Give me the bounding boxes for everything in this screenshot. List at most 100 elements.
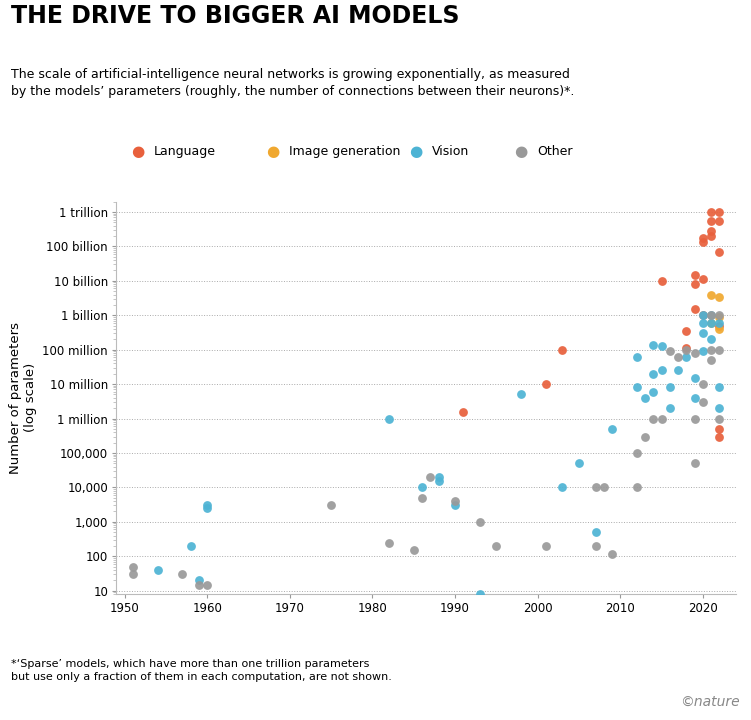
- Point: [689, 392, 701, 403]
- Text: ●: ●: [514, 144, 528, 158]
- Point: [449, 495, 461, 507]
- Point: [713, 206, 725, 217]
- Point: [713, 246, 725, 258]
- Point: [705, 310, 717, 321]
- Point: [193, 575, 205, 586]
- Point: [705, 317, 717, 328]
- Point: [656, 364, 668, 376]
- Point: [383, 537, 395, 549]
- Point: [705, 344, 717, 356]
- Point: [127, 561, 139, 572]
- Point: [424, 472, 436, 483]
- Point: [474, 516, 486, 528]
- Point: [631, 382, 643, 393]
- Point: [656, 275, 668, 287]
- Point: [664, 382, 676, 393]
- Point: [540, 378, 552, 390]
- Point: [457, 407, 469, 418]
- Point: [408, 544, 420, 556]
- Point: [606, 423, 618, 435]
- Point: [449, 500, 461, 511]
- Text: The scale of artificial-intelligence neural networks is growing exponentially, a: The scale of artificial-intelligence neu…: [11, 68, 575, 99]
- Point: [705, 354, 717, 366]
- Point: [713, 431, 725, 442]
- Point: [697, 317, 709, 328]
- Point: [705, 206, 717, 217]
- Point: [416, 482, 428, 493]
- Point: [631, 482, 643, 493]
- Point: [697, 396, 709, 408]
- Point: [515, 389, 527, 400]
- Point: [705, 310, 717, 321]
- Point: [490, 540, 502, 552]
- Point: [713, 323, 725, 335]
- Point: [590, 540, 602, 552]
- Point: [383, 413, 395, 424]
- Point: [689, 347, 701, 359]
- Text: *‘Sparse’ models, which have more than one trillion parameters
but use only a fr: *‘Sparse’ models, which have more than o…: [11, 659, 392, 682]
- Point: [689, 457, 701, 469]
- Text: Language: Language: [154, 145, 216, 158]
- Point: [705, 225, 717, 237]
- Point: [201, 503, 213, 514]
- Point: [680, 344, 692, 356]
- Point: [416, 492, 428, 503]
- Point: [672, 364, 684, 376]
- Point: [713, 215, 725, 227]
- Point: [152, 564, 164, 576]
- Point: [697, 233, 709, 244]
- Point: [474, 588, 486, 600]
- Point: [598, 482, 610, 493]
- Point: [664, 402, 676, 414]
- Point: [556, 344, 569, 356]
- Point: [647, 339, 659, 351]
- Point: [713, 317, 725, 328]
- Point: [176, 569, 189, 580]
- Point: [540, 540, 552, 552]
- Point: [713, 310, 725, 321]
- Y-axis label: Number of parameters
(log scale): Number of parameters (log scale): [9, 322, 37, 474]
- Point: [639, 392, 651, 403]
- Point: [697, 310, 709, 321]
- Point: [713, 291, 725, 302]
- Point: [193, 579, 205, 590]
- Point: [697, 236, 709, 248]
- Point: [689, 303, 701, 315]
- Point: [689, 372, 701, 384]
- Point: [713, 344, 725, 356]
- Point: [647, 413, 659, 424]
- Point: [680, 351, 692, 363]
- Point: [713, 423, 725, 435]
- Point: [689, 279, 701, 290]
- Text: Image generation: Image generation: [289, 145, 400, 158]
- Point: [647, 368, 659, 379]
- Point: [590, 482, 602, 493]
- Point: [689, 413, 701, 424]
- Point: [127, 569, 139, 580]
- Point: [639, 431, 651, 442]
- Point: [656, 340, 668, 351]
- Text: Vision: Vision: [432, 145, 469, 158]
- Point: [556, 482, 569, 493]
- Point: [647, 386, 659, 397]
- Text: ●: ●: [131, 144, 145, 158]
- Text: ●: ●: [409, 144, 423, 158]
- Point: [590, 526, 602, 538]
- Point: [713, 402, 725, 414]
- Point: [705, 230, 717, 242]
- Text: Other: Other: [537, 145, 572, 158]
- Point: [631, 447, 643, 459]
- Point: [325, 500, 337, 511]
- Point: [201, 579, 213, 590]
- Point: [713, 311, 725, 323]
- Point: [631, 351, 643, 363]
- Point: [713, 413, 725, 424]
- Point: [697, 378, 709, 390]
- Point: [697, 328, 709, 339]
- Point: [201, 500, 213, 511]
- Point: [433, 472, 445, 483]
- Point: [705, 317, 717, 328]
- Point: [573, 457, 585, 469]
- Point: [656, 413, 668, 424]
- Point: [705, 289, 717, 300]
